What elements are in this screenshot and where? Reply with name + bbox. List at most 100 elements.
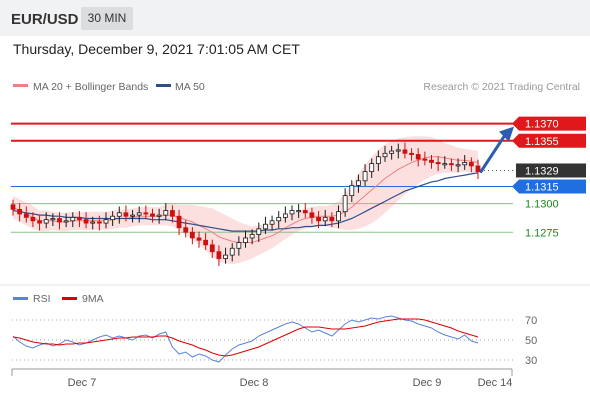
candle-body [316, 216, 321, 222]
timeframe-button[interactable]: 30 MIN [81, 7, 133, 30]
candle-body [123, 212, 129, 217]
x-tick-label: Dec 9 [413, 377, 442, 389]
candle-body [17, 208, 23, 215]
candle-body [375, 156, 381, 165]
candle-body [103, 219, 109, 224]
candle-body [415, 154, 421, 160]
candle-body [57, 218, 62, 223]
forecast-arrow-shaft [479, 135, 506, 173]
candle-body [349, 184, 355, 197]
timestamp-label: Thursday, December 9, 2021 7:01:05 AM CE… [13, 41, 300, 57]
candle-body [395, 149, 401, 152]
candle-body [389, 150, 395, 154]
candle-body [329, 216, 335, 222]
candle-body [422, 158, 428, 161]
candle-body [269, 220, 275, 225]
candle-body [63, 220, 69, 223]
candle-body [203, 239, 209, 246]
symbol-label: EUR/USD [11, 11, 79, 28]
support-1-label: 1.1300 [525, 199, 559, 211]
candle-body [170, 210, 175, 217]
candle-body [289, 210, 295, 215]
candle-body [136, 212, 142, 216]
candle-body [143, 212, 149, 215]
legend-swatch-rsi [13, 297, 28, 300]
candle-body [163, 210, 169, 216]
candle-body [402, 149, 408, 154]
candle-body [229, 247, 235, 256]
chart-header: EUR/USD 30 MIN [0, 0, 590, 36]
candle-body [196, 237, 202, 241]
candle-body [296, 210, 302, 213]
candle-body [475, 165, 481, 173]
rsi-tick-label: 30 [525, 355, 537, 367]
candle-body [236, 242, 242, 249]
candle-body [183, 227, 189, 233]
candle-body [43, 219, 49, 224]
candle-body [256, 228, 262, 235]
candle-body [130, 214, 135, 217]
resistance-1-label: 1.1355 [525, 136, 559, 148]
candle-body [276, 216, 282, 222]
candle-body [70, 216, 76, 222]
candle-body [435, 162, 441, 165]
candle-body [110, 215, 116, 221]
candle-body [442, 163, 448, 166]
rsi-line [12, 315, 479, 363]
candle-body [322, 216, 328, 222]
support-2-label: 1.1275 [525, 227, 559, 239]
candle-body [382, 152, 388, 158]
candle-body [409, 152, 414, 155]
candle-body [249, 234, 255, 239]
candle-body [90, 221, 96, 224]
legend-label-rsi-ma: 9MA [82, 293, 104, 305]
copyright-label: Research © 2021 Trading Central [423, 81, 580, 93]
candle-body [209, 244, 215, 253]
candle-body [468, 162, 474, 167]
rsi-tick-label: 70 [525, 315, 537, 327]
candle-body [336, 211, 341, 222]
candle-body [116, 212, 122, 217]
candle-body [455, 164, 461, 167]
candle-body [23, 213, 29, 218]
legend-label-rsi: RSI [33, 293, 51, 305]
candle-body [50, 218, 56, 221]
candle-body [96, 221, 102, 224]
candle-body [429, 159, 434, 163]
candle-body [449, 163, 454, 166]
candle-body [462, 162, 468, 166]
candle-body [77, 216, 82, 221]
x-tick-label: Dec 14 [478, 377, 513, 389]
legend-label-ma50: MA 50 [175, 81, 205, 93]
pivot-label: 1.1315 [525, 182, 559, 194]
candle-body [282, 213, 288, 218]
candle-body [176, 215, 182, 229]
candle-body [369, 163, 375, 173]
legend-swatch-ma20 [13, 84, 28, 87]
candle-body [223, 254, 228, 259]
legend-label-ma20: MA 20 + Bollinger Bands [33, 81, 148, 93]
candle-body [342, 195, 348, 213]
candle-body [263, 223, 268, 230]
x-tick-label: Dec 8 [240, 377, 269, 389]
candle-body [37, 220, 42, 224]
x-tick-label: Dec 7 [68, 377, 97, 389]
candle-body [216, 251, 222, 259]
forecast-arrow-head [499, 126, 514, 142]
last-price-label: 1.1329 [525, 165, 559, 177]
candle-body [30, 216, 36, 222]
candle-body [362, 171, 368, 182]
candle-body [302, 210, 308, 214]
resistance-1-tag [512, 133, 586, 148]
candle-body [10, 204, 16, 210]
legend-swatch-ma50 [156, 84, 171, 87]
candle-body [189, 231, 195, 239]
candle-body [356, 180, 361, 186]
candle-body [309, 212, 315, 218]
last-price-tag [516, 163, 586, 178]
candle-body [156, 214, 162, 217]
candle-body [243, 237, 248, 243]
candle-body [83, 219, 89, 224]
resistance-2-label: 1.1370 [525, 119, 559, 131]
